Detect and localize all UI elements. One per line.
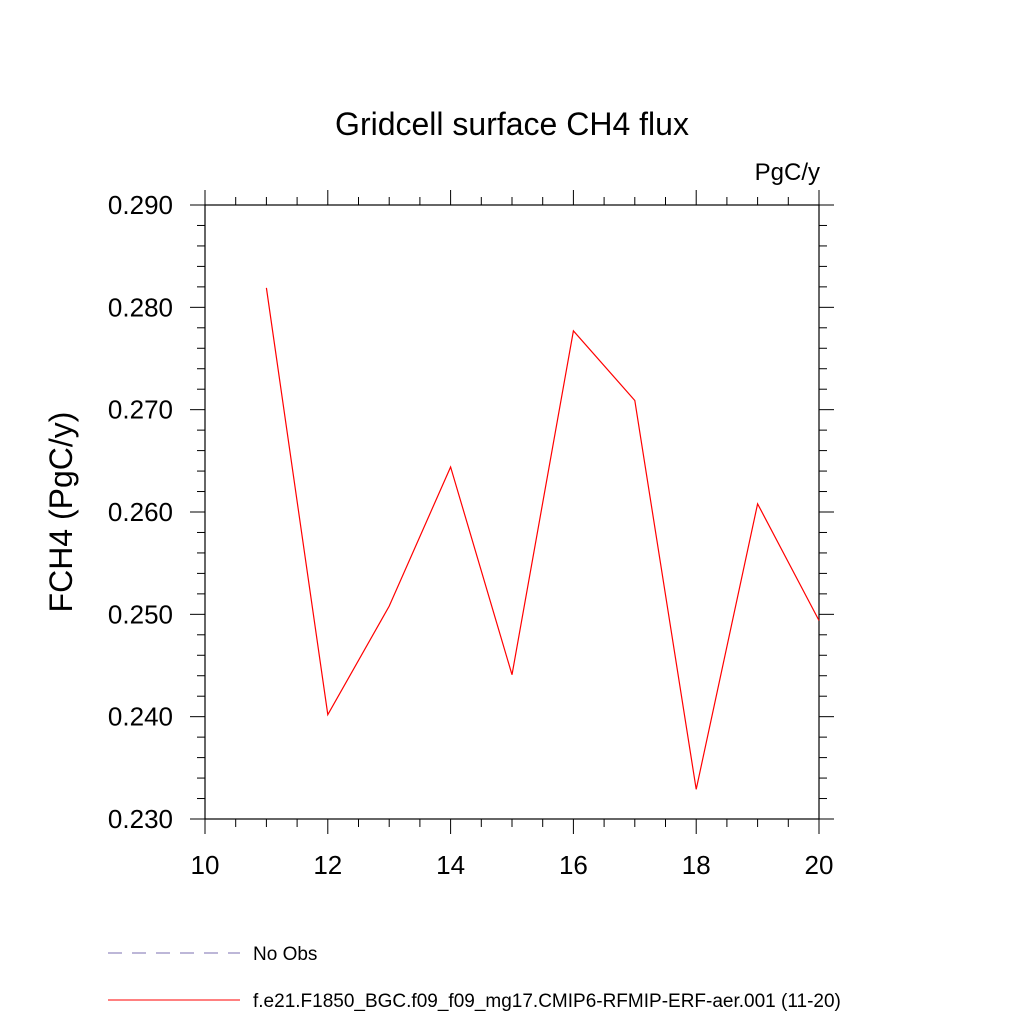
x-tick-label: 12: [313, 850, 342, 880]
legend-label: No Obs: [253, 944, 317, 965]
y-axis-ticks: 0.230 0.240 0.250 0.260 0.270 0.280 0.290: [108, 190, 834, 834]
y-tick-label: 0.280: [108, 292, 173, 322]
plot-frame: [204, 204, 820, 820]
legend: No Obs f.e21.F1850_BGC.f09_f09_mg17.CMIP6…: [108, 944, 841, 1012]
y-tick-label: 0.260: [108, 497, 173, 527]
y-tick-label: 0.240: [108, 702, 173, 732]
x-axis-ticks: 10 12 14 16 18 20: [191, 190, 834, 880]
x-tick-label: 18: [682, 850, 711, 880]
plot-area: [204, 204, 820, 820]
series-line-1: [265, 287, 820, 790]
x-tick-label: 16: [559, 850, 588, 880]
series-layer: [265, 287, 820, 790]
y-tick-label: 0.270: [108, 395, 173, 425]
x-tick-label: 20: [805, 850, 834, 880]
y-tick-label: 0.250: [108, 599, 173, 629]
x-tick-label: 14: [436, 850, 465, 880]
x-tick-label: 10: [191, 850, 220, 880]
units-label: PgC/y: [755, 159, 820, 186]
chart-title: Gridcell surface CH4 flux: [335, 106, 689, 142]
legend-label: f.e21.F1850_BGC.f09_f09_mg17.CMIP6-RFMIP…: [253, 991, 841, 1012]
y-axis-label: FCH4 (PgC/y): [43, 412, 79, 613]
y-tick-label: 0.290: [108, 190, 173, 220]
y-tick-label: 0.230: [108, 804, 173, 834]
